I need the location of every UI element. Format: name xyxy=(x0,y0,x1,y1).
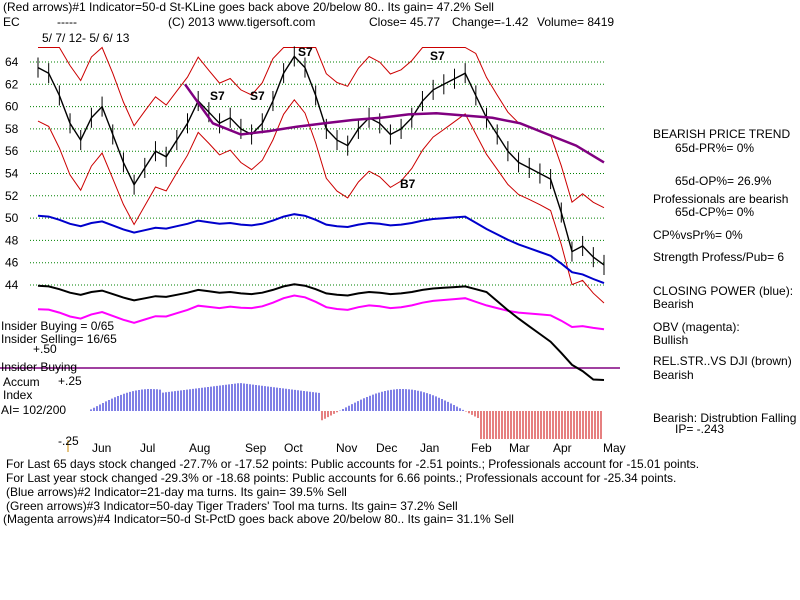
closing-power-label: CLOSING POWER (blue): xyxy=(653,284,794,298)
insider-buying-pct: Insider Buying = 0/65 xyxy=(1,319,115,333)
x-tick-label: Feb xyxy=(471,441,492,455)
y-tick-label: 44 xyxy=(5,278,19,292)
obv-value: Bullish xyxy=(653,333,689,347)
chart-series xyxy=(37,46,605,381)
professionals-label: Professionals are bearish xyxy=(653,192,789,206)
signal-label: S7 xyxy=(250,89,265,103)
closing-power-line xyxy=(37,213,605,285)
rel-str-value: Bearish xyxy=(653,368,694,382)
header-line1: (Red arrows)#1 Indicator=50-d St-KLine g… xyxy=(3,0,494,14)
grid-lines xyxy=(0,61,620,369)
plus50-label: +.50 xyxy=(33,342,57,356)
signal-label: S7 xyxy=(298,45,313,59)
x-tick-label: Oct xyxy=(284,441,303,455)
accum-histogram xyxy=(90,383,602,439)
x-tick-label: Mar xyxy=(509,441,530,455)
footer-line5: (Magenta arrows)#4 Indicator=50-d St-Pct… xyxy=(3,512,514,526)
distribution-label: Bearish: Distrubtion Falling xyxy=(653,411,797,425)
closing-power-value: Bearish xyxy=(653,297,694,311)
y-tick-label: 54 xyxy=(5,167,19,181)
trend-label: BEARISH PRICE TREND xyxy=(653,127,791,141)
signal-label: S7 xyxy=(430,49,445,63)
x-tick-label: May xyxy=(603,441,626,455)
ticker: EC xyxy=(3,15,20,29)
signal-marks: S7 S7 S7 S7 B7 xyxy=(210,45,445,191)
y-tick-label: 48 xyxy=(5,233,19,247)
op-label: 65d-OP%= 26.9% xyxy=(675,174,772,188)
insider-selling-pct: Insider Selling= 16/65 xyxy=(1,332,117,346)
obv-label: OBV (magenta): xyxy=(653,320,740,334)
axis-ticks: 64 62 60 58 56 54 52 50 48 46 44 Jun Jul Aug Sep Oct Nov… xyxy=(5,55,626,455)
x-tick-label: Jan xyxy=(420,441,439,455)
x-tick-label: Jun xyxy=(92,441,111,455)
x-tick-label: Dec xyxy=(376,441,397,455)
lower-band xyxy=(37,98,605,304)
upper-band xyxy=(38,46,605,209)
volume-value: Volume= 8419 xyxy=(537,15,615,29)
y-tick-label: 58 xyxy=(5,122,19,136)
ip-label: IP= -.243 xyxy=(675,422,725,436)
x-tick-label: Sep xyxy=(245,441,267,455)
y-tick-label: 60 xyxy=(5,100,19,114)
strength-label: Strength Profess/Pub= 6 xyxy=(653,250,785,264)
price-line xyxy=(37,55,605,266)
x-tick-label: Jul xyxy=(140,441,155,455)
minus25-label: -.25 xyxy=(58,434,79,448)
change-value: Change=-1.42 xyxy=(452,15,529,29)
y-tick-label: 56 xyxy=(5,144,19,158)
y-tick-label: 50 xyxy=(5,211,19,225)
obv-line xyxy=(37,294,605,331)
x-tick-label: Apr xyxy=(553,441,572,455)
y-tick-label: 62 xyxy=(5,77,19,91)
envelope-bands xyxy=(37,46,605,304)
footer-line3: (Blue arrows)#2 Indicator=21-day ma turn… xyxy=(6,485,347,499)
ai-label: AI= 102/200 xyxy=(1,403,67,417)
accum-index-label: Accum Index xyxy=(3,375,40,402)
date-range: 5/ 7/ 12- 5/ 6/ 13 xyxy=(42,31,130,45)
plus25-label: +.25 xyxy=(58,374,82,388)
footer-line4: (Green arrows)#3 Indicator=50-day Tiger … xyxy=(6,499,458,513)
copyright: (C) 2013 www.tigersoft.com xyxy=(168,15,316,29)
cpvspr-label: CP%vsPr%= 0% xyxy=(653,228,743,242)
insider-buying-label: Insider Buying xyxy=(1,360,78,374)
x-tick-label: Nov xyxy=(336,441,357,455)
signal-label: S7 xyxy=(210,89,225,103)
signal-label: B7 xyxy=(400,177,416,191)
header-dashes: ----- xyxy=(57,15,77,29)
y-tick-label: 46 xyxy=(5,256,19,270)
y-tick-label: 52 xyxy=(5,189,19,203)
footer-line2: For Last year stock changed -29.3% or -1… xyxy=(6,471,677,485)
rel-strength-line xyxy=(37,283,605,381)
purple-ma xyxy=(183,83,605,164)
rel-str-label: REL.STR..VS DJI (brown) xyxy=(653,354,792,368)
close-value: Close= 45.77 xyxy=(369,15,441,29)
pr-label: 65d-PR%= 0% xyxy=(675,141,755,155)
y-tick-label: 64 xyxy=(5,55,19,69)
footer-line1: For Last 65 days stock changed -27.7% or… xyxy=(6,457,700,471)
x-tick-label: Aug xyxy=(189,441,210,455)
cp-pct-label: 65d-CP%= 0% xyxy=(675,205,755,219)
